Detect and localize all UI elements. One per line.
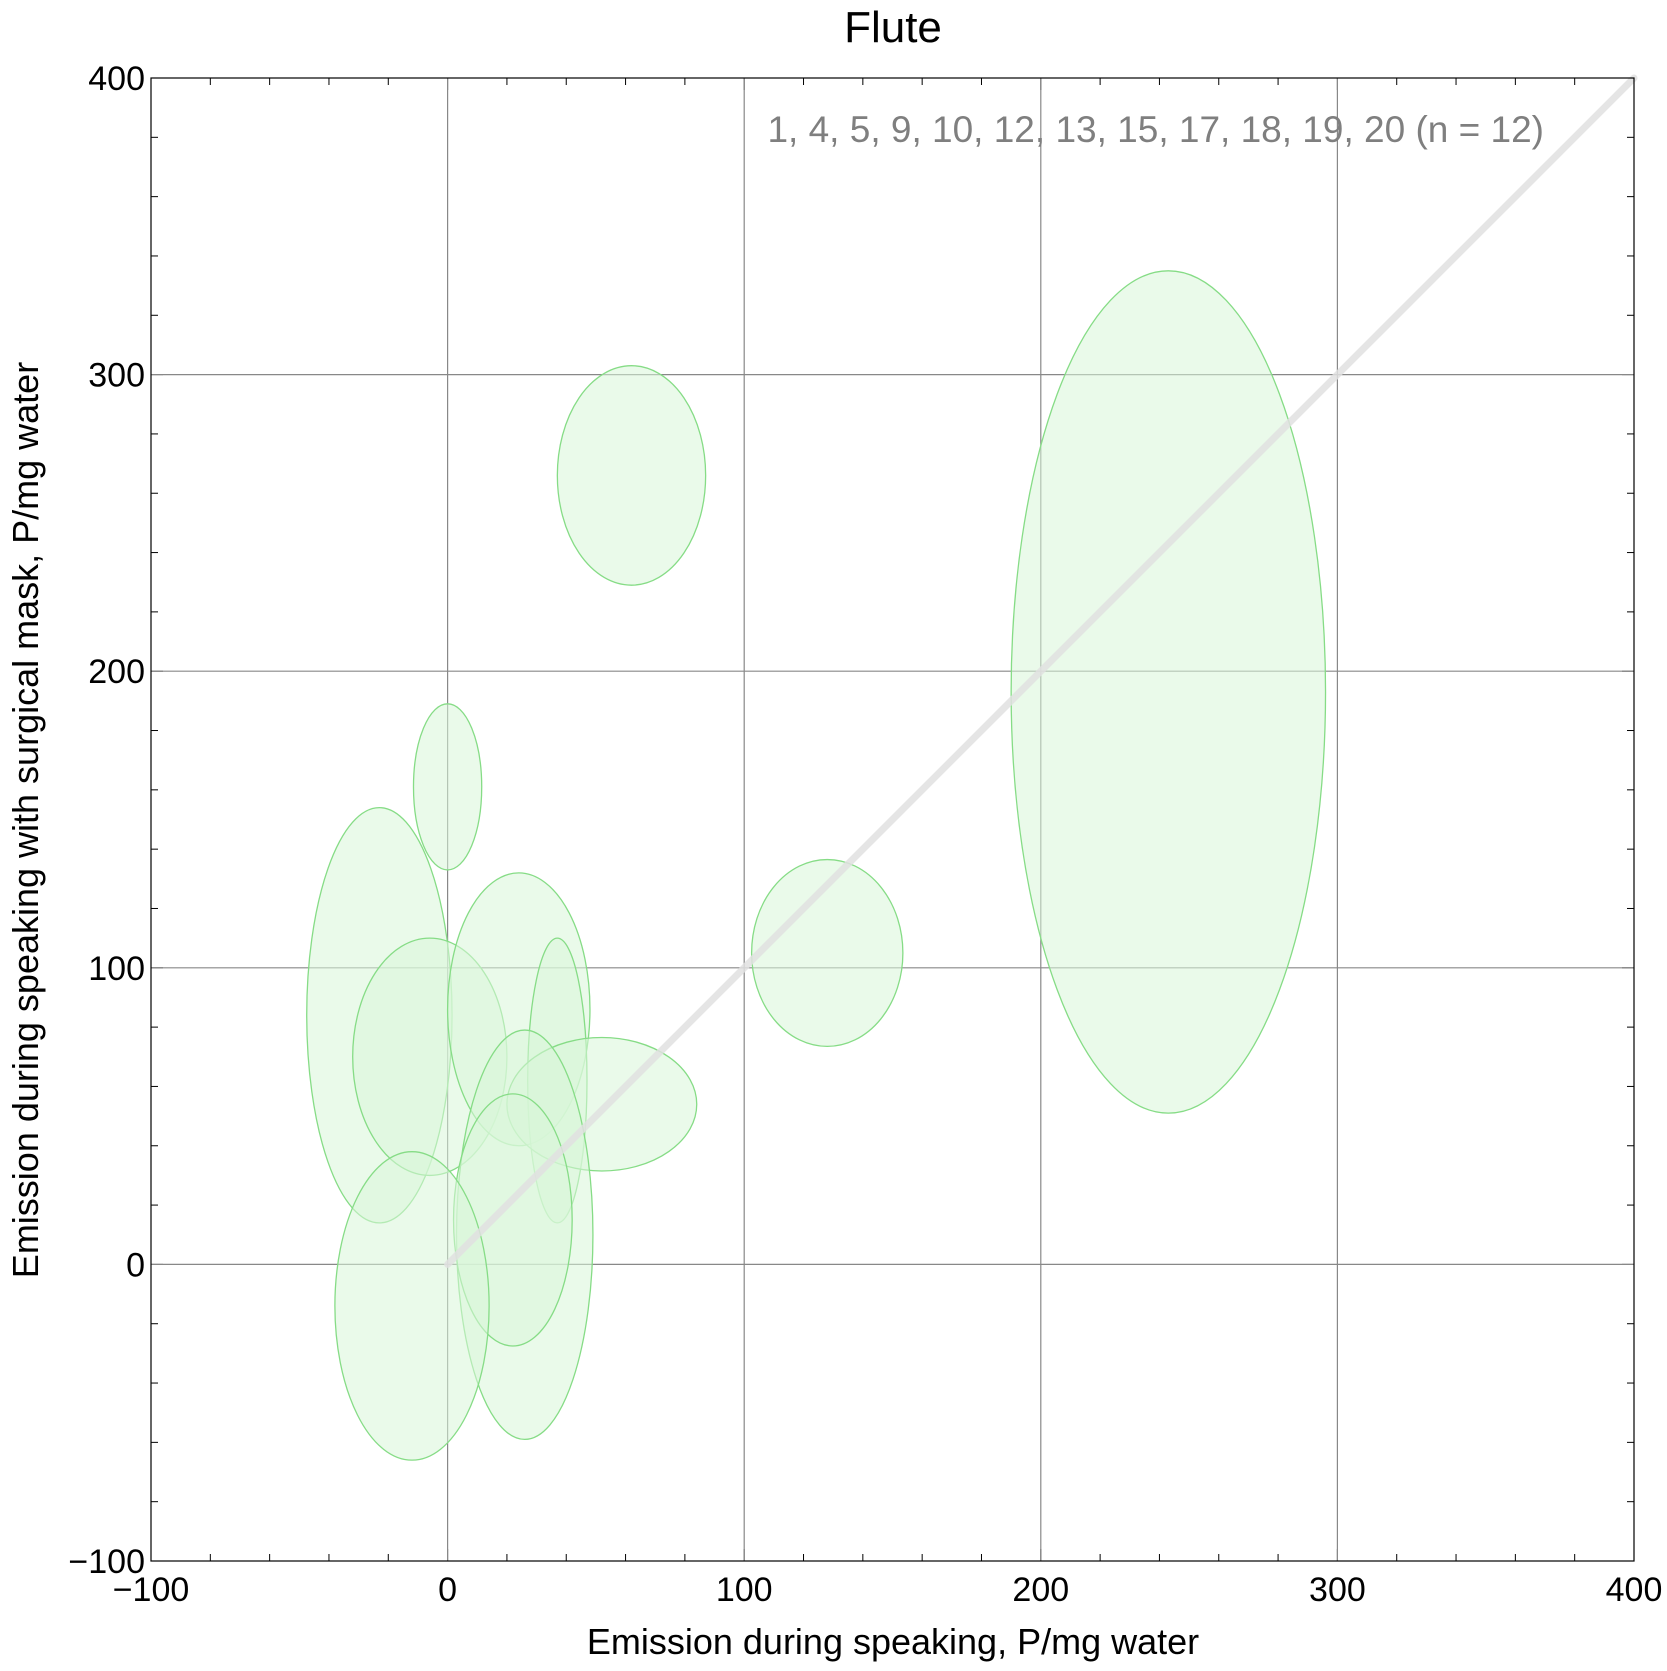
y-tick-label: 100	[88, 950, 145, 988]
x-tick-label: 100	[716, 1571, 773, 1609]
y-tick-label: 300	[88, 357, 145, 395]
chart-title: Flute	[844, 3, 942, 52]
x-tick-label: 300	[1309, 1571, 1366, 1609]
plot-frame	[150, 77, 1635, 1562]
x-tick-label: 400	[1606, 1571, 1663, 1609]
ellipse-layer	[306, 270, 1327, 1461]
x-axis-title: Emission during speaking, P/mg water	[587, 1621, 1199, 1662]
diagonal-layer	[444, 74, 1638, 1268]
y-tick-label: 200	[88, 653, 145, 691]
x-tick-label: −100	[113, 1571, 190, 1609]
y-tick-label: 0	[126, 1246, 145, 1284]
data-ellipse	[750, 858, 904, 1048]
y-tick-label: −100	[68, 1543, 145, 1581]
x-tick-labels: −100 0 100 200 300 400	[113, 1571, 1663, 1609]
data-ellipse	[556, 365, 707, 586]
subjects-annotation: 1, 4, 5, 9, 10, 12, 13, 15, 17, 18, 19, …	[767, 109, 1544, 150]
x-tick-label: 200	[1012, 1571, 1069, 1609]
data-ellipse	[334, 1151, 490, 1461]
x-tick-label: 0	[438, 1571, 457, 1609]
y-tick-label: 400	[88, 60, 145, 98]
data-ellipse	[1010, 270, 1327, 1114]
y-tick-labels: −100 0 100 200 300 400	[68, 60, 145, 1581]
y-axis-title: Emission during speaking with surgical m…	[5, 362, 46, 1278]
identity-line	[444, 74, 1638, 1268]
data-ellipse	[412, 703, 483, 871]
